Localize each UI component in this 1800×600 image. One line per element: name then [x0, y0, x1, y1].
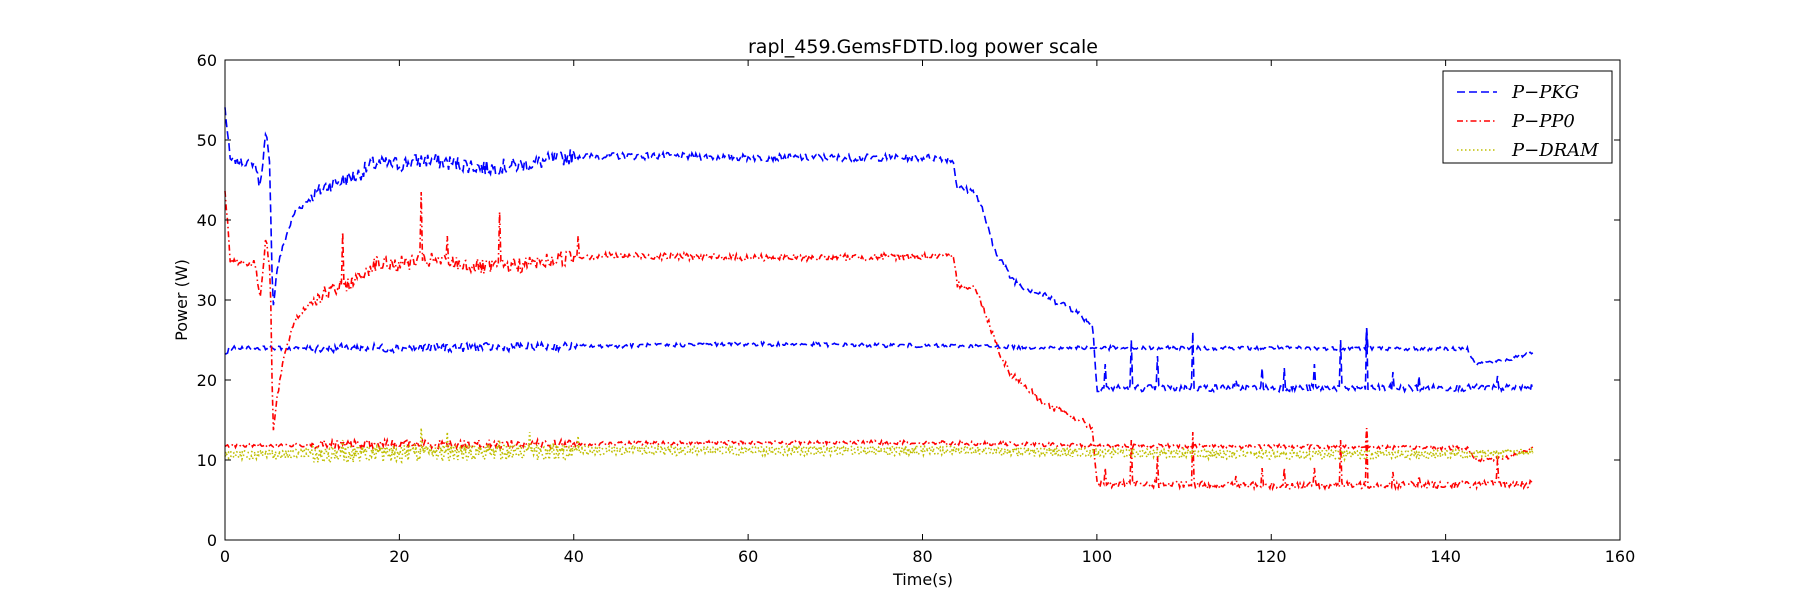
- x-tick-label: 100: [1082, 547, 1113, 566]
- series-layer: [224, 107, 1534, 492]
- x-axis-label: Time(s): [892, 570, 953, 589]
- x-tick-label: 40: [564, 547, 584, 566]
- series-line: [224, 427, 1534, 466]
- x-tick-label: 140: [1430, 547, 1461, 566]
- legend-label: P−PP0: [1511, 111, 1575, 132]
- y-tick-label: 20: [197, 371, 217, 390]
- y-axis-label: Power (W): [172, 259, 191, 341]
- y-tick-label: 0: [207, 531, 217, 550]
- x-tick-label: 80: [912, 547, 932, 566]
- series-2: [224, 190, 1534, 492]
- legend-label: P−PKG: [1511, 82, 1579, 103]
- x-tick-label: 20: [389, 547, 409, 566]
- y-tick-label: 30: [197, 291, 217, 310]
- x-tick-label: 60: [738, 547, 758, 566]
- y-axis: 0 10 20 30 40 50 60: [197, 51, 1620, 550]
- series-1: [224, 107, 1534, 395]
- x-tick-label: 120: [1256, 547, 1287, 566]
- x-tick-label: 160: [1605, 547, 1636, 566]
- series-baseline: [224, 327, 1534, 367]
- y-tick-label: 40: [197, 211, 217, 230]
- chart-title: rapl_459.GemsFDTD.log power scale: [748, 36, 1098, 58]
- legend-label: P−DRAM: [1511, 140, 1599, 161]
- y-tick-label: 60: [197, 51, 217, 70]
- y-tick-label: 50: [197, 131, 217, 150]
- legend-frame: [1442, 70, 1613, 164]
- x-axis: 0 20 40 60 80 100 120 140 160: [220, 60, 1635, 566]
- series-baseline: [224, 441, 1534, 458]
- y-tick-label: 10: [197, 451, 217, 470]
- series-line: [224, 107, 1534, 395]
- series-baseline: [224, 427, 1534, 463]
- legend: P−PKG P−PP0 P−DRAM: [1442, 70, 1613, 164]
- series-3: [224, 427, 1534, 466]
- x-tick-label: 0: [220, 547, 230, 566]
